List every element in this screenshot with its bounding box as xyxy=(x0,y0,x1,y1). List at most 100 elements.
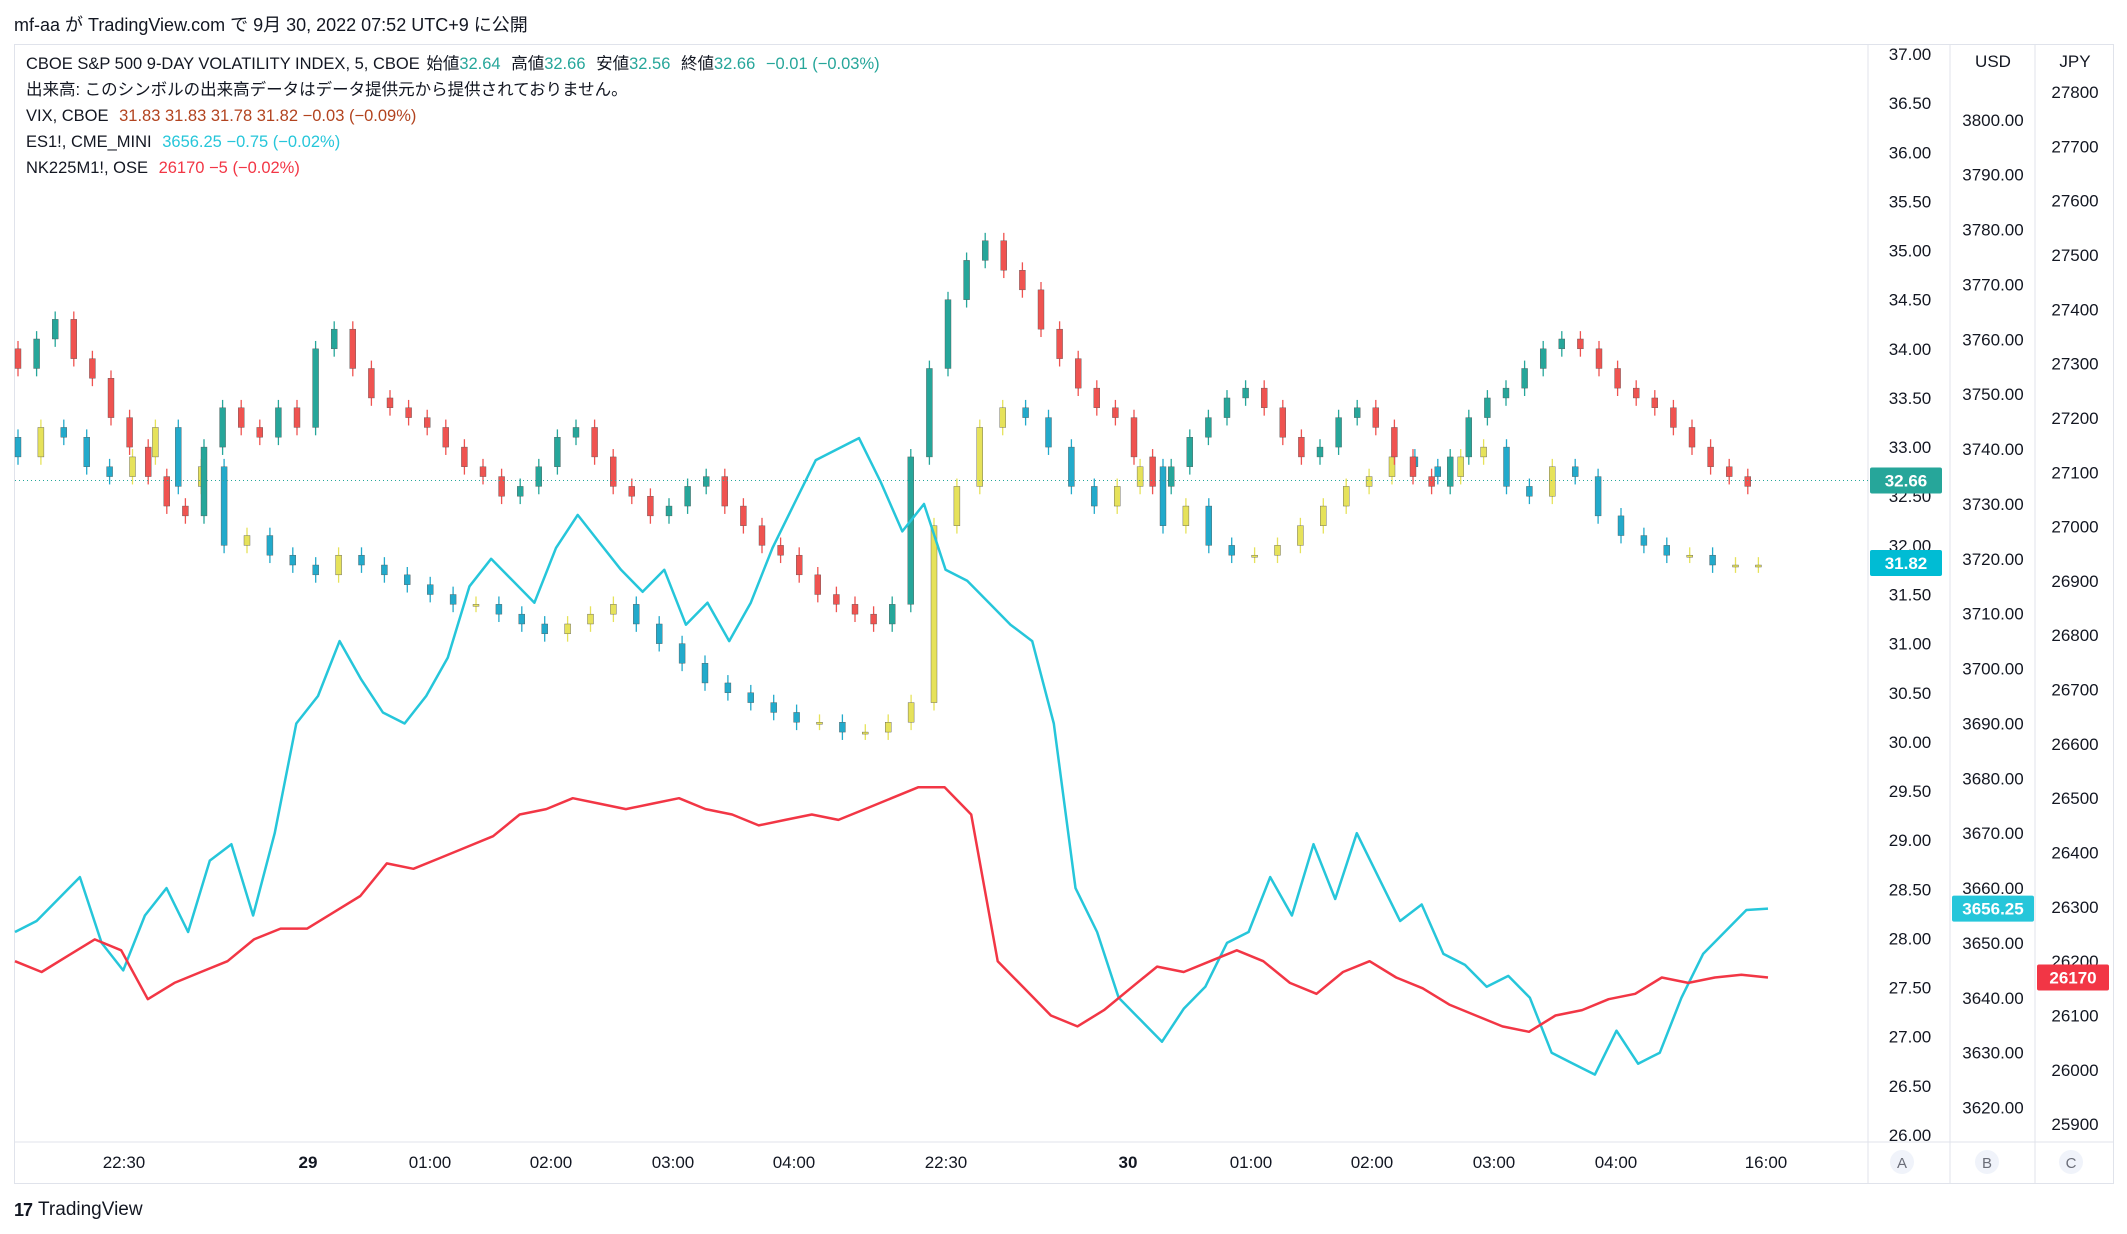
vix9d-candle xyxy=(293,407,301,428)
price-tick-label: 36.50 xyxy=(1889,94,1932,113)
vix9d-candle xyxy=(70,319,78,359)
volume-note: 出来高: このシンボルの出来高データはデータ提供元から提供されておりません。 xyxy=(26,81,628,99)
vix-candle xyxy=(1365,476,1373,487)
vix9d-candle xyxy=(1484,397,1491,418)
usd-tick-label: 3710.00 xyxy=(1962,605,2023,624)
chart-frame[interactable] xyxy=(14,44,2114,1184)
jpy-tick-label: 26300 xyxy=(2051,898,2098,917)
vix9d-candle xyxy=(1632,387,1640,399)
vix9d-candle xyxy=(107,378,115,418)
usd-tick-label: 3690.00 xyxy=(1962,714,2023,733)
es-symbol: ES1!, CME_MINI xyxy=(26,133,152,151)
vix-candle xyxy=(1503,446,1510,487)
jpy-tick-label: 26600 xyxy=(2051,735,2098,754)
vix9d-candle xyxy=(33,338,40,369)
jpy-tick-label: 26100 xyxy=(2051,1006,2098,1025)
vix-candle xyxy=(449,594,457,605)
vix-candle xyxy=(678,643,686,664)
es-last-badge xyxy=(1952,895,2034,922)
low-value: 32.56 xyxy=(629,55,671,73)
vix-candle xyxy=(37,427,45,458)
vix-candle xyxy=(1320,505,1327,526)
legend-vix-row[interactable]: VIX, CBOE 31.83 31.83 31.78 31.82 −0.03 … xyxy=(26,103,886,129)
usd-tick-label: 3780.00 xyxy=(1962,221,2023,240)
vix9d-candle xyxy=(907,456,914,605)
vix9d-candle xyxy=(424,417,431,428)
vix9d-candle xyxy=(1056,328,1063,359)
vix9d-candle xyxy=(1130,417,1138,458)
vix9d-candle xyxy=(703,476,710,487)
vix9d-candle xyxy=(479,466,487,477)
vix9d-candle xyxy=(1298,437,1305,458)
vix9d-candle xyxy=(163,476,171,507)
vix-candle xyxy=(1182,505,1190,526)
change-value: −0.01 (−0.03%) xyxy=(765,55,880,73)
time-tick-label: 02:00 xyxy=(1351,1153,1394,1172)
vix9d-candle xyxy=(851,604,859,615)
scale-button-b[interactable] xyxy=(1975,1150,1999,1174)
vix9d-candle xyxy=(1149,456,1156,487)
vix-candle xyxy=(358,554,365,566)
scale-button-c[interactable] xyxy=(2059,1150,2083,1174)
vix-candle xyxy=(1526,486,1533,497)
vix9d-candle xyxy=(1670,407,1677,428)
vix9d-candle xyxy=(144,446,152,477)
usd-currency-label: USD xyxy=(1975,52,2011,71)
vix9d-candle xyxy=(926,368,933,458)
vix-candle xyxy=(587,613,594,625)
vix-candle xyxy=(518,613,525,625)
jpy-tick-label: 26500 xyxy=(2051,789,2098,808)
jpy-tick-label: 27300 xyxy=(2051,355,2098,374)
scale-button-a[interactable] xyxy=(1890,1150,1914,1174)
es-values: 3656.25 −0.75 (−0.02%) xyxy=(162,133,341,151)
time-tick-label: 01:00 xyxy=(409,1153,452,1172)
price-tick-label: 28.50 xyxy=(1889,880,1932,899)
vix-symbol: VIX, CBOE xyxy=(26,107,109,125)
vix-candle xyxy=(1068,446,1075,487)
vix9d-candle xyxy=(796,554,803,576)
legend-main-row[interactable]: CBOE S&P 500 9-DAY VOLATILITY INDEX, 5, … xyxy=(26,51,886,77)
vix-candle xyxy=(610,604,617,615)
price-tick-label: 30.00 xyxy=(1889,733,1932,752)
vix9d-candle xyxy=(1242,387,1249,399)
scale-button-label: C xyxy=(2066,1155,2077,1172)
vix9d-candle xyxy=(1223,397,1231,418)
usd-tick-label: 3770.00 xyxy=(1962,275,2023,294)
price-tick-label: 26.00 xyxy=(1889,1126,1932,1145)
vix9d-candle xyxy=(591,427,598,458)
price-tick-label: 31.00 xyxy=(1889,635,1932,654)
usd-tick-label: 3680.00 xyxy=(1962,769,2023,788)
jpy-tick-label: 26000 xyxy=(2051,1061,2098,1080)
tradingview-footer[interactable]: 17 TradingView xyxy=(14,1196,143,1224)
jpy-tick-label: 27500 xyxy=(2051,246,2098,265)
vix9d-candle xyxy=(200,446,208,517)
vix-candle xyxy=(656,623,663,644)
jpy-tick-label: 27200 xyxy=(2051,409,2098,428)
vix-candle xyxy=(930,525,938,703)
vix-candle xyxy=(1617,515,1625,536)
vix9d-candle xyxy=(610,456,617,487)
jpy-tick-label: 27000 xyxy=(2051,518,2098,537)
scale-button-label: A xyxy=(1897,1155,1907,1172)
vix9d-candle xyxy=(1335,417,1342,448)
vix-candle xyxy=(1136,466,1144,487)
es-line xyxy=(14,436,1769,1076)
vix-candle xyxy=(1045,417,1052,448)
vix9d-candle xyxy=(405,407,412,418)
usd-tick-label: 3720.00 xyxy=(1962,550,2023,569)
open-value: 32.64 xyxy=(459,55,501,73)
legend-nk-row[interactable]: NK225M1!, OSE 26170 −5 (−0.02%) xyxy=(26,155,886,181)
vix9d-candle xyxy=(535,466,542,487)
tradingview-brand: TradingView xyxy=(38,1199,143,1220)
vix-candle xyxy=(495,604,503,615)
vix-candle xyxy=(60,427,67,438)
vix9d-candle xyxy=(89,358,96,379)
vix9d-candle xyxy=(461,446,468,467)
vix-candle xyxy=(1342,486,1350,507)
time-tick-label: 03:00 xyxy=(652,1153,695,1172)
time-tick-label: 16:00 xyxy=(1745,1153,1788,1172)
vix-candle xyxy=(976,427,983,487)
legend-es-row[interactable]: ES1!, CME_MINI 3656.25 −0.75 (−0.02%) xyxy=(26,129,886,155)
vix-candle xyxy=(564,623,571,635)
